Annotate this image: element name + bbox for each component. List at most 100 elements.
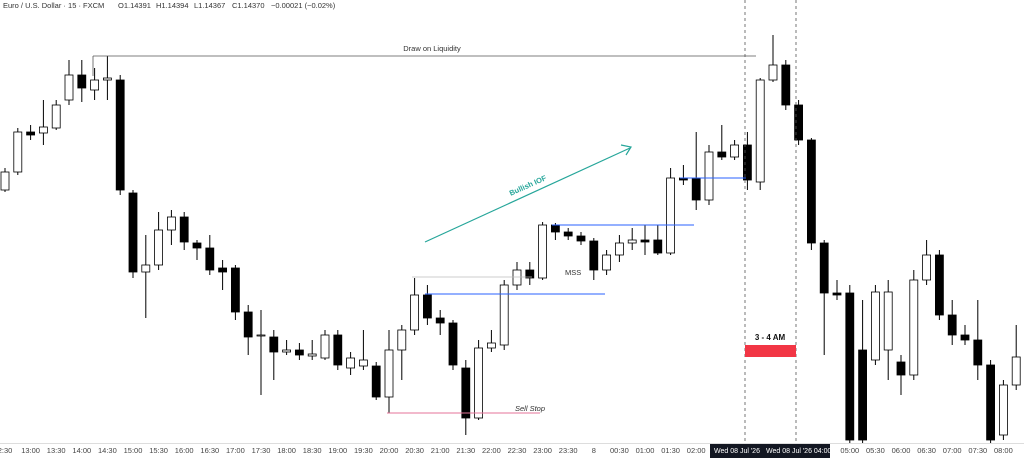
candle-body <box>192 242 202 249</box>
candle-body <box>999 384 1008 436</box>
candle-body <box>230 267 240 313</box>
time-highlight-label: Wed 08 Jul '26 04:00 <box>766 448 832 455</box>
x-tick-label: 07:00 <box>943 446 962 455</box>
candle-body <box>653 239 663 254</box>
candle-body <box>103 77 112 81</box>
candle-body <box>615 242 624 256</box>
x-tick-label: 00:30 <box>610 446 629 455</box>
x-tick-label: 8 <box>592 446 596 455</box>
x-tick-label: 14:30 <box>98 446 117 455</box>
x-tick-label: 23:30 <box>559 446 578 455</box>
mss-label: MSS <box>565 268 581 277</box>
candle-body <box>51 104 61 129</box>
candle-body <box>589 240 599 271</box>
x-tick-label: 17:00 <box>226 446 245 455</box>
candle-body <box>13 131 23 173</box>
candle-body <box>691 177 701 201</box>
candle-body <box>1011 356 1021 386</box>
candle-body <box>115 79 125 191</box>
candle-body <box>871 291 880 361</box>
x-tick-label: 06:00 <box>892 446 911 455</box>
x-tick-label: 15:00 <box>124 446 143 455</box>
x-tick-label: 02:00 <box>687 446 706 455</box>
x-tick-label: 05:00 <box>840 446 859 455</box>
candle-body <box>256 334 266 337</box>
candle-body <box>627 239 637 244</box>
x-tick-label: 18:00 <box>277 446 296 455</box>
candle-body <box>512 269 522 286</box>
candle-body <box>218 267 228 273</box>
candle-body <box>307 353 317 357</box>
ohlc-close: C1.14370 <box>232 1 265 10</box>
candle-body <box>333 334 343 366</box>
candle-body <box>781 64 791 106</box>
x-tick-label: 19:30 <box>354 446 373 455</box>
candle-body <box>346 357 356 369</box>
candle-body <box>563 231 573 237</box>
candle-body <box>26 131 36 136</box>
candle-body <box>538 224 547 279</box>
candle-body <box>474 347 484 419</box>
x-tick-label: 19:00 <box>328 446 347 455</box>
candle-body <box>422 294 432 319</box>
candle-body <box>371 365 381 398</box>
candle-body <box>461 367 471 419</box>
candle-body <box>717 151 727 158</box>
change: −0.00021 (−0.02%) <box>271 1 336 10</box>
time-highlight-label: Wed 08 Jul '26 C <box>714 448 767 455</box>
candle-body <box>410 294 420 331</box>
x-tick-label: 2:30 <box>0 446 12 455</box>
candle-body <box>90 79 99 91</box>
x-tick-label: 16:30 <box>200 446 219 455</box>
candle-body <box>294 349 304 356</box>
x-tick-label: 22:30 <box>508 446 527 455</box>
candle-body <box>807 139 816 244</box>
candle-body <box>960 334 970 341</box>
candle-body <box>922 254 931 281</box>
x-tick-label: 21:00 <box>431 446 450 455</box>
candle-body <box>166 216 176 231</box>
x-tick-label: 13:00 <box>21 446 40 455</box>
candle-body <box>397 329 407 351</box>
x-tick-label: 23:00 <box>533 446 552 455</box>
ohlc-open: O1.14391 <box>118 1 151 10</box>
x-tick-label: 15:30 <box>149 446 168 455</box>
ohlc-low: L1.14367 <box>194 1 225 10</box>
candle-body <box>448 322 458 366</box>
candle-body <box>794 104 803 141</box>
sell-stop-label: Sell Stop <box>515 404 545 413</box>
symbol: Euro / U.S. Dollar · 15 · FXCM <box>3 1 104 10</box>
candle-body <box>768 64 778 81</box>
iof-arrow <box>424 147 631 243</box>
candle-body <box>282 349 292 353</box>
candle-body <box>755 79 765 183</box>
plot-area <box>0 35 1021 443</box>
candle-body <box>704 151 714 201</box>
candle-body <box>77 74 87 89</box>
x-axis: 2:30 13:00 13:30 14:00 14:30 15:00 15:30 16:00 1… <box>0 444 1013 458</box>
candle-body <box>666 177 675 254</box>
time-highlight-box <box>710 444 762 458</box>
x-tick-label: 06:30 <box>917 446 936 455</box>
candle-body <box>935 254 944 316</box>
candle-body <box>730 144 739 158</box>
candle-body <box>909 279 919 376</box>
x-tick-label: 08:00 <box>994 446 1013 455</box>
session-label: 3 - 4 AM <box>755 333 786 342</box>
candle-body <box>551 224 560 233</box>
candle-body <box>269 336 279 353</box>
candle-body <box>179 216 189 243</box>
x-tick-label: 13:30 <box>47 446 66 455</box>
candle-body <box>576 235 586 242</box>
candle-body <box>819 242 829 294</box>
candle-body <box>832 292 842 296</box>
candle-body <box>486 342 496 349</box>
x-tick-label: 14:00 <box>72 446 91 455</box>
candle-body <box>986 364 995 441</box>
candle-body <box>435 317 445 324</box>
header: Euro / U.S. Dollar · 15 · FXCM O1.14391 … <box>3 1 336 10</box>
x-tick-label: 17:30 <box>252 446 271 455</box>
x-tick-label: 18:30 <box>303 446 322 455</box>
candle-body <box>640 239 650 243</box>
